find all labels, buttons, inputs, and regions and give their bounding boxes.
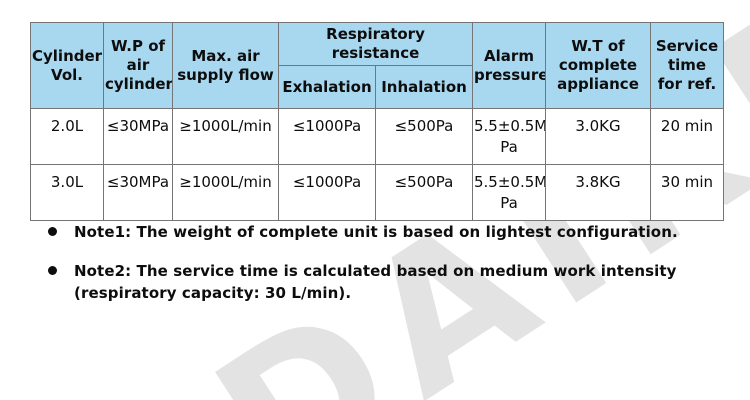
header-row-sub: Exhalation Inhalation [31,65,724,109]
cell-cylinder-vol: 2.0L [30,108,104,165]
notes-section: Note1: The weight of complete unit is ba… [48,221,720,321]
col-header-cylinder-vol: Cylinder Vol. [30,22,104,109]
spec-table-header: Cylinder Vol. W.P of air cylinder Max. a… [30,22,724,109]
cell-service-time: 20 min [650,108,724,165]
col-header-exhalation: Exhalation [278,65,376,109]
cell-max-air-supply-flow: ≥1000L/min [172,108,279,165]
cell-wp-air-cylinder: ≤30MPa [103,108,173,165]
col-header-inhalation: Inhalation [375,65,473,109]
col-header-service-time: Service time for ref. [650,22,724,109]
cell-weight: 3.8KG [545,164,651,221]
cell-alarm-pressure: 5.5±0.5M Pa [472,108,546,165]
col-header-wp-air-cylinder: W.P of air cylinder [103,22,173,109]
col-header-max-air-supply-flow: Max. air supply flow [172,22,279,109]
bullet-icon [48,227,57,236]
header-row-top: Cylinder Vol. W.P of air cylinder Max. a… [30,22,724,109]
table-row: 2.0L ≤30MPa ≥1000L/min ≤1000Pa ≤500Pa 5.… [30,108,724,165]
col-header-alarm-pressure: Alarm pressure [472,22,546,109]
cell-cylinder-vol: 3.0L [30,164,104,221]
note-item: Note2: The service time is calculated ba… [48,260,720,304]
spec-table: Cylinder Vol. W.P of air cylinder Max. a… [30,22,724,221]
cell-exhalation: ≤1000Pa [278,108,376,165]
cell-max-air-supply-flow: ≥1000L/min [172,164,279,221]
note-item: Note1: The weight of complete unit is ba… [48,221,720,243]
col-header-respiratory-resistance: Respiratory resistance [278,22,473,66]
note1-text: Note1: The weight of complete unit is ba… [74,223,678,241]
cell-exhalation: ≤1000Pa [278,164,376,221]
cell-alarm-pressure: 5.5±0.5M Pa [472,164,546,221]
table-row: 3.0L ≤30MPa ≥1000L/min ≤1000Pa ≤500Pa 5.… [30,164,724,221]
note2-text: Note2: The service time is calculated ba… [74,262,677,302]
spec-table-body: 2.0L ≤30MPa ≥1000L/min ≤1000Pa ≤500Pa 5.… [30,108,724,221]
bullet-icon [48,266,57,275]
cell-weight: 3.0KG [545,108,651,165]
cell-inhalation: ≤500Pa [375,108,473,165]
cell-service-time: 30 min [650,164,724,221]
col-header-wt-complete-appliance: W.T of complete appliance [545,22,651,109]
cell-inhalation: ≤500Pa [375,164,473,221]
cell-wp-air-cylinder: ≤30MPa [103,164,173,221]
